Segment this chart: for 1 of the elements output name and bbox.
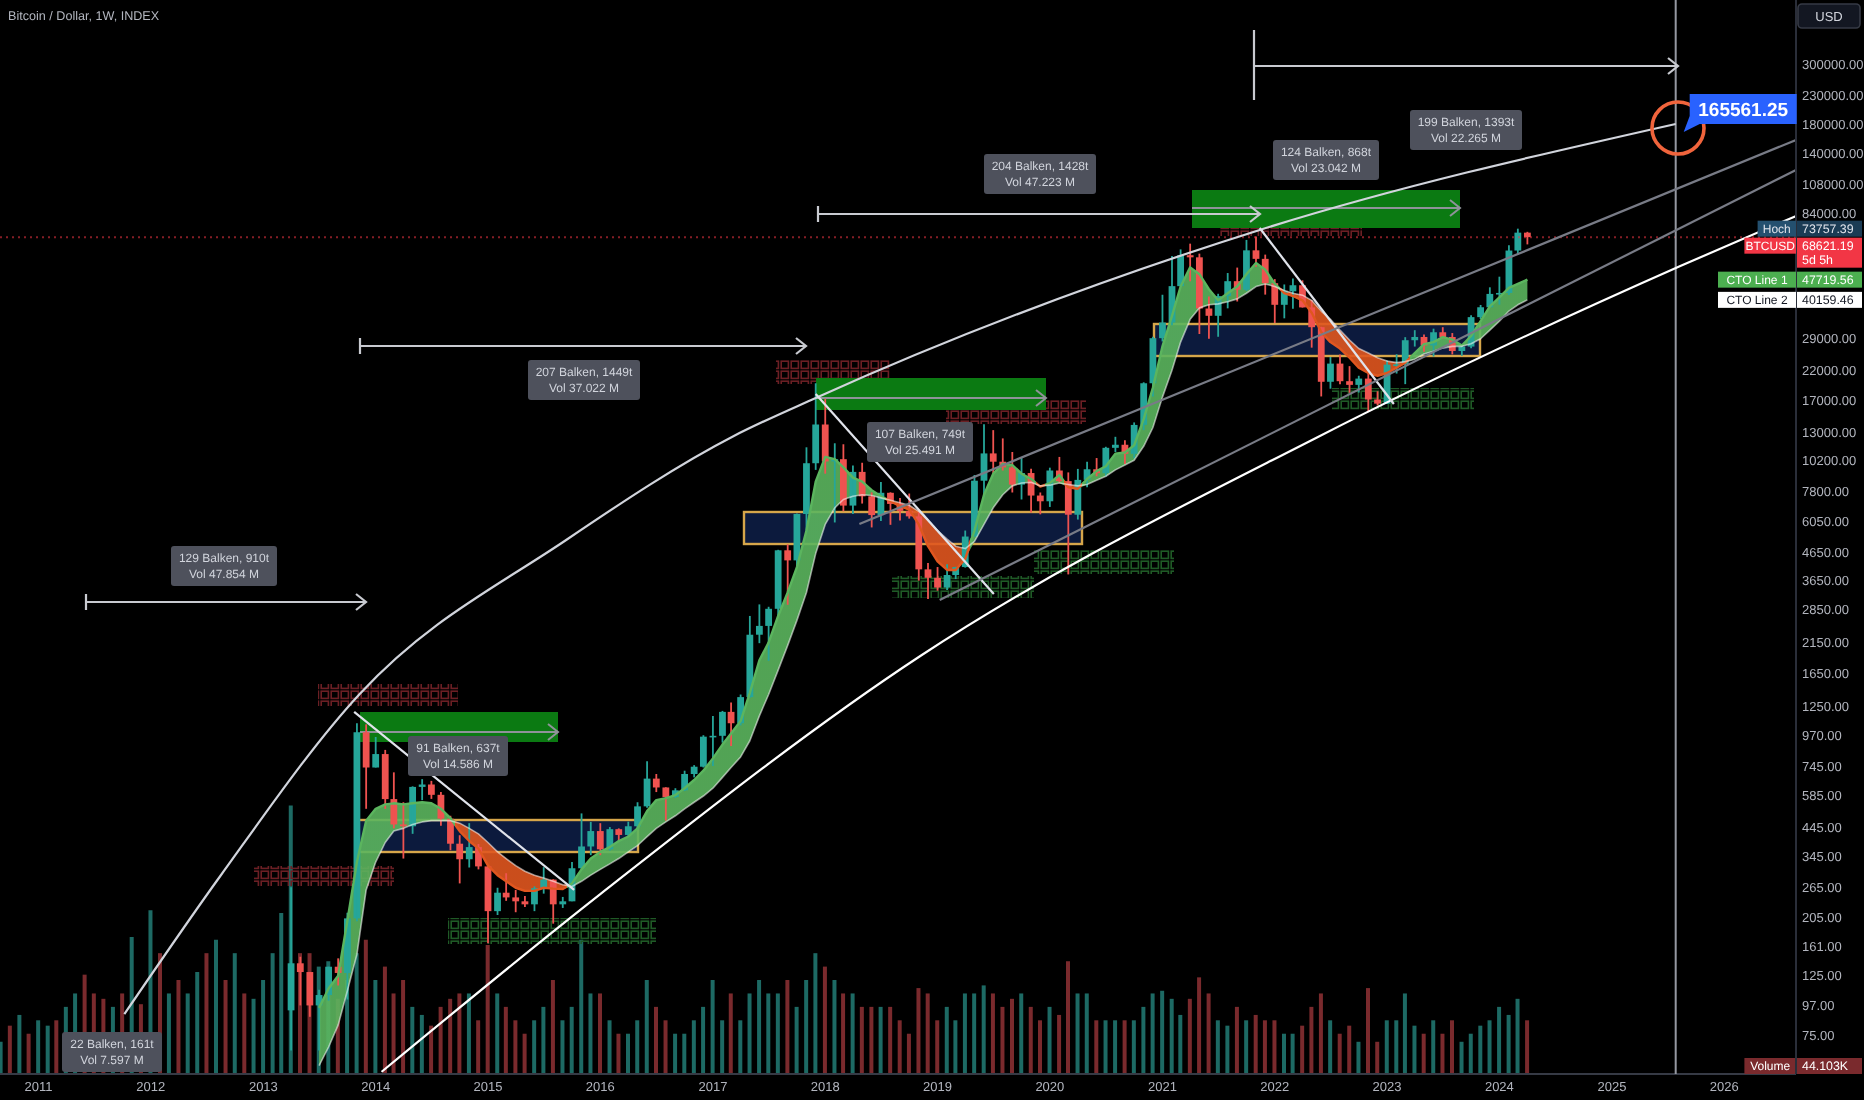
annotation: 165561.25	[1698, 100, 1790, 123]
